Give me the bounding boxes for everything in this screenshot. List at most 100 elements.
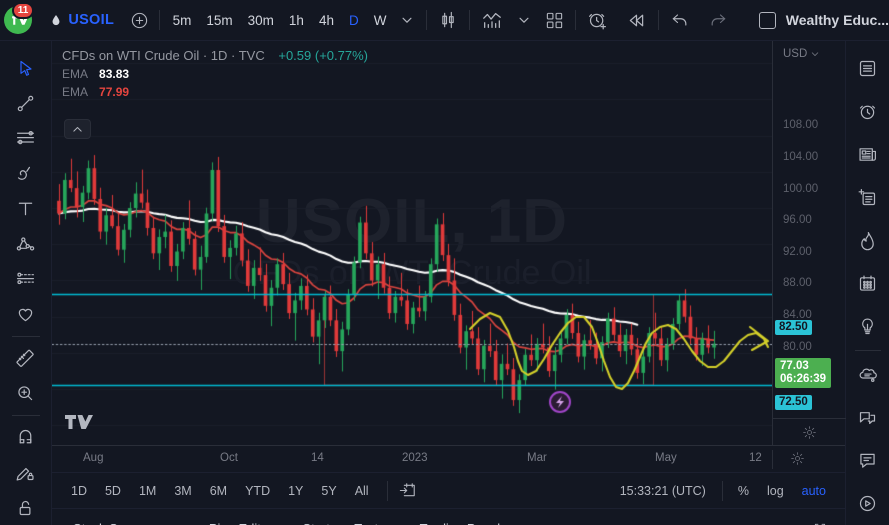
- pine-editor-tab[interactable]: Pine Editor: [198, 514, 284, 525]
- price-scale[interactable]: USD 108.00 104.00 100.00 96.00 92.00 88.…: [772, 41, 846, 445]
- prediction-tool[interactable]: [6, 261, 46, 296]
- indicators-button[interactable]: [472, 0, 512, 41]
- range-5Y[interactable]: 5Y: [321, 483, 337, 498]
- time-scale[interactable]: Aug Oct 14 2023 Mar May 12: [52, 445, 845, 472]
- news-button[interactable]: [849, 133, 887, 176]
- candlestick-icon: [442, 11, 455, 29]
- indicator-label: EMA: [62, 67, 89, 81]
- watchlist-button[interactable]: [849, 47, 887, 90]
- candlestick-canvas[interactable]: [52, 41, 772, 445]
- stream-button[interactable]: [849, 482, 887, 525]
- goto-date-button[interactable]: [398, 481, 417, 500]
- public-chats-icon: [859, 411, 876, 424]
- ideas-button[interactable]: [849, 305, 887, 348]
- heart-icon: [18, 308, 33, 321]
- session-clock: 15:33:21 (UTC): [619, 483, 706, 498]
- text-tool[interactable]: [6, 191, 46, 226]
- chat-cloud-button[interactable]: [849, 353, 887, 396]
- horizontal-lines-icon: [17, 131, 34, 145]
- toolbar-divider: [721, 480, 723, 501]
- measure-ruler-tool[interactable]: [6, 341, 46, 376]
- app-logo-button[interactable]: 11: [0, 0, 36, 41]
- scale-divider: [772, 450, 773, 469]
- panel-controls: [769, 515, 845, 525]
- timeframe-4h[interactable]: 4h: [318, 12, 334, 28]
- percent-scale-button[interactable]: %: [737, 483, 749, 498]
- layout-select-button[interactable]: [737, 0, 784, 41]
- time-scale-settings-button[interactable]: [790, 451, 805, 471]
- timeframe-1h[interactable]: 1h: [288, 12, 304, 28]
- fullscreen-button[interactable]: [805, 515, 835, 525]
- layout-square-icon: [758, 11, 776, 29]
- brush-tool[interactable]: [6, 156, 46, 191]
- range-1M[interactable]: 1M: [138, 483, 157, 498]
- stock-screener-tab[interactable]: Stock Screener: [62, 514, 190, 525]
- auto-scale-button[interactable]: auto: [801, 483, 826, 498]
- currency-selector[interactable]: USD: [783, 48, 820, 60]
- public-chats-button[interactable]: [849, 396, 887, 439]
- trend-line-tool[interactable]: [6, 86, 46, 121]
- trading-panel-tab[interactable]: Trading Panel: [409, 514, 511, 525]
- data-window-button[interactable]: [849, 176, 887, 219]
- redo-button[interactable]: [699, 0, 737, 41]
- toolbar-divider: [426, 10, 428, 30]
- gear-icon: [791, 452, 804, 465]
- shapes-heart-tool[interactable]: [6, 297, 46, 332]
- layout-templates-button[interactable]: [536, 0, 573, 41]
- collapse-legend-button[interactable]: [64, 119, 91, 139]
- goto-date-icon: [399, 483, 415, 497]
- range-3M[interactable]: 3M: [174, 483, 192, 498]
- chart-pane[interactable]: USOIL, 1D CFDs on WTI Crude Oil CFDs on …: [52, 41, 772, 445]
- symbol-search-button[interactable]: USOIL: [36, 12, 122, 28]
- range-1Y[interactable]: 1Y: [288, 483, 304, 498]
- patterns-tool[interactable]: [6, 226, 46, 261]
- legend-indicator-ema-slow[interactable]: EMA 83.83: [62, 67, 368, 81]
- prediction-icon: [17, 272, 34, 284]
- timeframe-more-button[interactable]: [394, 0, 420, 41]
- alerts-button[interactable]: [849, 90, 887, 133]
- expand-panel-button[interactable]: [769, 515, 799, 525]
- range-All[interactable]: All: [354, 483, 369, 498]
- toolbar-divider: [469, 10, 471, 30]
- magnet-tool[interactable]: [6, 420, 46, 455]
- legend-indicator-ema-fast[interactable]: EMA 77.99: [62, 85, 368, 99]
- cursor-tool[interactable]: [6, 51, 46, 86]
- price-tick: 92.00: [783, 246, 812, 258]
- price-scale-settings-button[interactable]: [773, 418, 846, 445]
- lock-drawings-tool[interactable]: [6, 490, 46, 525]
- private-chats-button[interactable]: [849, 439, 887, 482]
- legend-change: +0.59 (+0.77%): [278, 48, 368, 63]
- cursor-arrow-icon: [19, 60, 32, 76]
- strategy-tester-tab[interactable]: Strategy Tester: [291, 514, 400, 525]
- chart-type-button[interactable]: [429, 0, 467, 41]
- add-symbol-button[interactable]: [122, 0, 157, 41]
- range-1D[interactable]: 1D: [71, 483, 87, 498]
- layout-name-label[interactable]: Wealthy Educ...: [785, 12, 889, 28]
- timeframe-30m[interactable]: 30m: [247, 12, 274, 28]
- log-scale-button[interactable]: log: [766, 483, 784, 498]
- hotlist-flame-icon: [861, 232, 874, 251]
- price-tick: 84.00: [783, 309, 812, 321]
- data-window-icon: [858, 189, 876, 206]
- price-tick: 96.00: [783, 214, 812, 226]
- timeframe-D[interactable]: D: [348, 12, 359, 28]
- range-5D[interactable]: 5D: [104, 483, 121, 498]
- drawing-mode-tool[interactable]: [6, 455, 46, 490]
- range-YTD[interactable]: YTD: [245, 483, 271, 498]
- horizontal-lines-tool[interactable]: [6, 121, 46, 156]
- timeframe-5m[interactable]: 5m: [172, 12, 192, 28]
- calendar-button[interactable]: [849, 262, 887, 305]
- time-tick: Oct: [220, 452, 238, 464]
- indicators-more-button[interactable]: [512, 0, 536, 41]
- toolbar-divider: [575, 10, 576, 30]
- legend-title-row[interactable]: CFDs on WTI Crude Oil · 1D · TVC +0.59 (…: [62, 48, 368, 63]
- hotlist-button[interactable]: [849, 219, 887, 262]
- notification-badge[interactable]: 11: [11, 1, 35, 19]
- timeframe-15m[interactable]: 15m: [206, 12, 233, 28]
- timeframe-W[interactable]: W: [373, 12, 387, 28]
- range-6M[interactable]: 6M: [209, 483, 228, 498]
- undo-button[interactable]: [661, 0, 699, 41]
- zoom-in-tool[interactable]: [6, 376, 46, 411]
- bar-replay-button[interactable]: [617, 0, 656, 41]
- create-alert-button[interactable]: [578, 0, 617, 41]
